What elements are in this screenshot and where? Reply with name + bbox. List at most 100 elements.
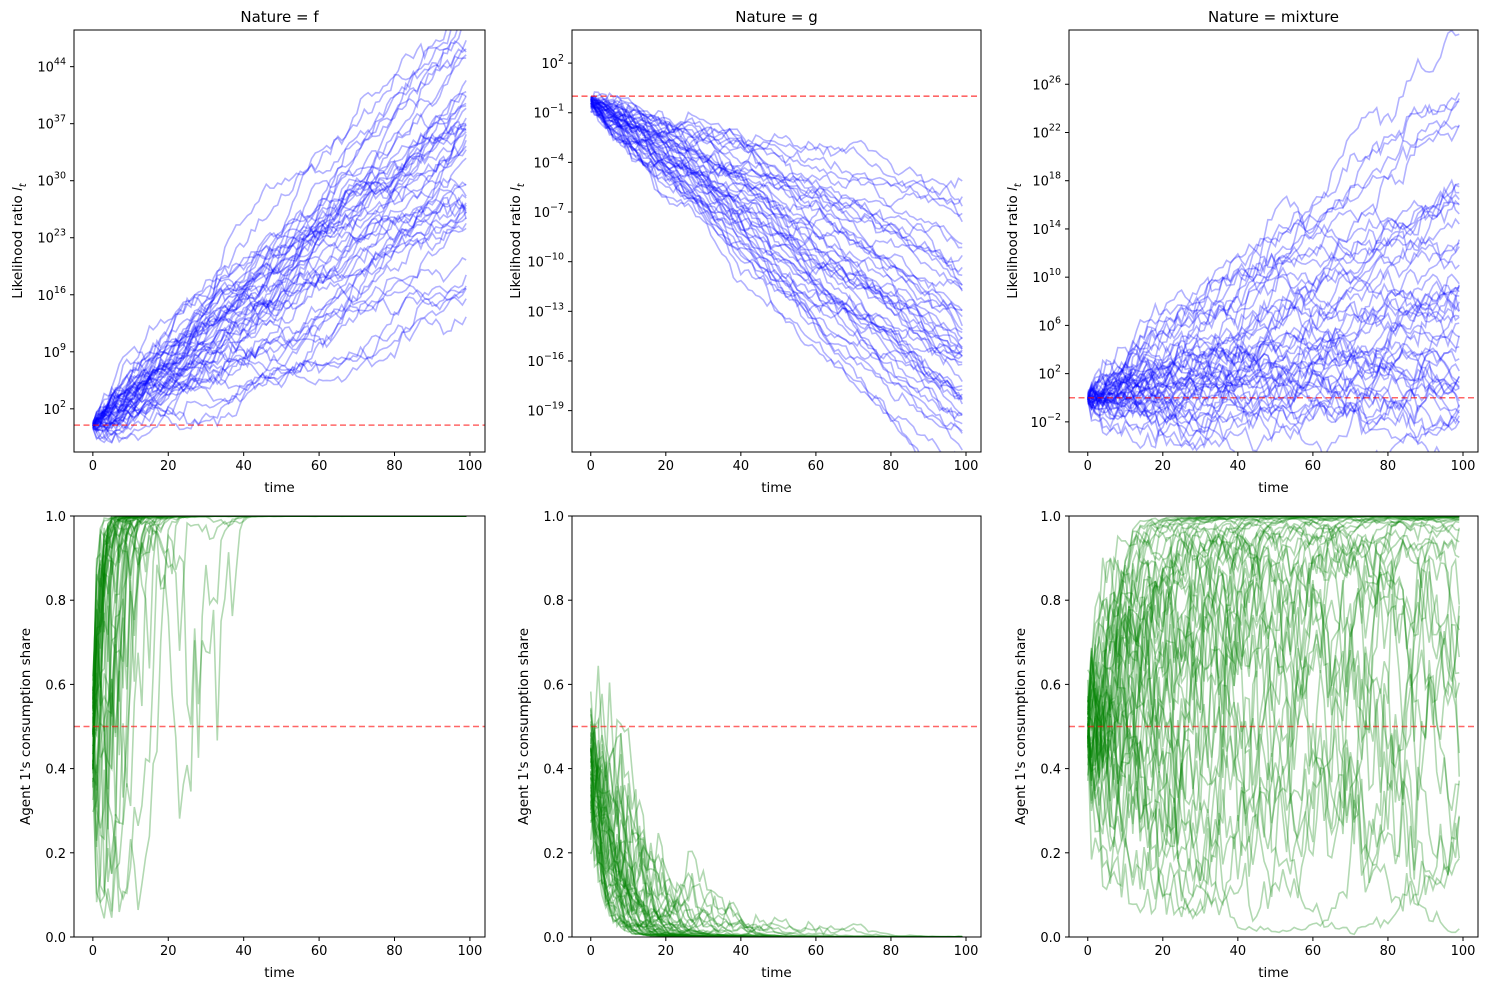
y-axis-label: Agent 1's consumption share [18,628,34,825]
share-path-34 [1087,516,1460,792]
likelihood-path-49 [1087,119,1460,396]
likelihood-path-3 [1086,346,1460,419]
likelihood-path-34 [92,145,467,427]
likelihood-path-39 [590,105,963,263]
likelihood-path-30 [1087,335,1461,443]
likelihood-path-26 [92,117,467,426]
y-tick-label: 10−13 [527,301,564,320]
x-tick-label: 40 [235,944,252,959]
share-path-38 [92,516,467,710]
likelihood-path-50 [92,193,467,426]
likelihood-path-40 [590,105,963,292]
likelihood-path-20 [1087,124,1460,395]
y-tick-label: 10−7 [533,202,564,221]
likelihood-path-47 [590,96,963,357]
panel-bottom-right: 0 20 40 60 80 100 0.0 0.2 0.4 0.6 0.8 1.0 time Agent … [1013,510,1479,981]
share-path-29 [92,516,467,707]
x-tick-label: 40 [1230,944,1247,959]
y-tick-label: 0.6 [543,678,564,693]
likelihood-path-34 [1087,286,1460,410]
likelihood-path-36 [1087,302,1460,414]
likelihood-path-24 [590,102,963,366]
likelihood-path-18 [92,122,467,427]
y-tick-label: 102 [1038,364,1061,383]
likelihood-path-47 [92,124,467,429]
share-path-14 [1086,516,1460,799]
y-tick-label: 0.4 [543,763,564,778]
y-tick-label: 0.8 [543,594,564,609]
likelihood-path-45 [92,217,467,444]
share-path-49 [92,516,467,699]
y-tick-label: 0.8 [45,594,66,609]
share-path-35 [589,691,963,937]
share-path-28 [92,516,467,709]
y-tick-label: 102 [43,399,66,418]
share-path-12 [92,516,467,919]
likelihood-path-16 [1087,327,1460,447]
likelihood-path-40 [1087,273,1460,421]
share-path-4 [589,750,963,937]
y-tick-label: 1014 [1032,219,1061,238]
likelihood-path-25 [92,48,467,431]
likelihood-path-4 [92,131,467,429]
y-tick-label: 10−4 [533,152,564,171]
y-tick-label: 0.0 [1040,931,1061,946]
y-tick-label: 109 [43,342,66,361]
x-tick-label: 100 [954,944,979,959]
likelihood-path-6 [92,30,448,424]
y-tick-label: 10−1 [533,103,564,122]
share-path-32 [589,742,963,937]
y-tick-label: 1026 [1032,74,1061,93]
likelihood-path-49 [590,103,963,312]
likelihood-path-1 [1087,284,1461,419]
panel-title: Nature = f [240,8,319,26]
likelihood-path-11 [590,99,963,401]
share-path-34 [92,516,467,726]
x-tick-label: 80 [883,944,900,959]
likelihood-path-32 [1087,182,1460,401]
share-path-29 [1087,640,1460,912]
share-path-17 [589,724,963,937]
x-tick-label: 60 [311,459,328,474]
likelihood-path-48 [1087,283,1460,410]
x-tick-label: 80 [1380,459,1397,474]
share-path-27 [1087,516,1460,848]
likelihood-path-24 [92,95,467,423]
series-group [572,91,981,452]
likelihood-path-22 [590,97,963,405]
share-path-2 [92,516,467,903]
x-axis-label: time [264,965,295,981]
likelihood-path-37 [92,183,467,434]
share-path-37 [92,516,467,847]
likelihood-path-23 [92,177,467,431]
likelihood-path-10 [590,98,963,331]
likelihood-path-12 [1087,291,1460,405]
share-path-29 [589,811,963,937]
share-path-27 [92,516,467,918]
likelihood-path-20 [590,95,963,197]
share-path-11 [1086,678,1461,923]
x-tick-label: 0 [587,459,595,474]
share-path-46 [92,516,467,700]
likelihood-path-1 [92,227,467,441]
x-tick-label: 20 [658,944,675,959]
likelihood-path-8 [590,103,963,360]
share-path-43 [589,763,963,937]
series-group [572,665,981,937]
share-path-13 [92,516,467,791]
likelihood-path-28 [1087,345,1441,452]
y-tick-label: 0.4 [1040,763,1061,778]
likelihood-path-7 [1087,217,1460,405]
likelihood-path-36 [92,200,467,433]
share-path-32 [92,516,467,801]
likelihood-path-28 [92,211,467,426]
likelihood-path-29 [590,104,963,451]
share-path-8 [92,516,467,774]
x-tick-label: 100 [1451,459,1476,474]
likelihood-path-1 [590,91,963,207]
x-tick-label: 20 [160,459,177,474]
share-path-16 [1086,521,1461,917]
share-path-36 [92,516,467,841]
share-path-18 [590,773,963,937]
y-tick-label: 10−19 [527,401,564,420]
